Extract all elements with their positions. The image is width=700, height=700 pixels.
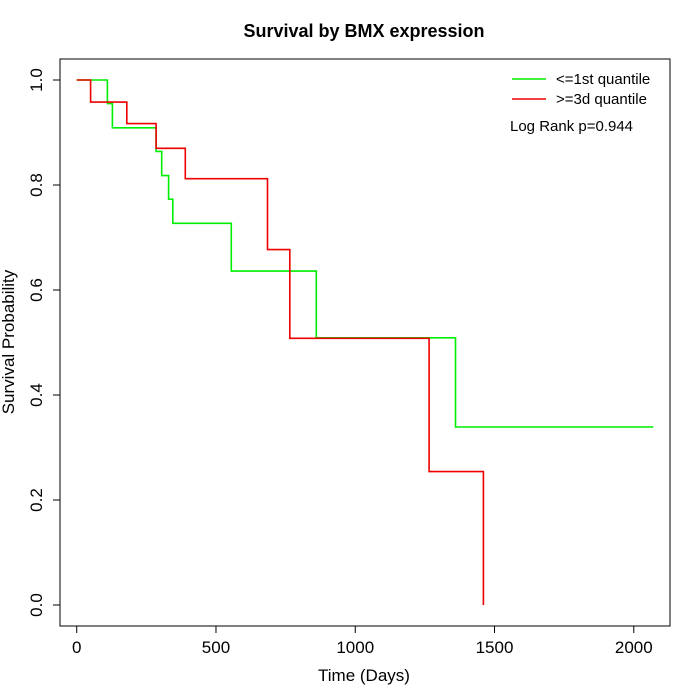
y-tick-label: 0.8 bbox=[27, 173, 46, 197]
legend-label-low: <=1st quantile bbox=[556, 71, 650, 88]
y-tick-label: 0.2 bbox=[27, 488, 46, 512]
y-tick-label: 0.0 bbox=[27, 593, 46, 617]
y-axis-label: Survival Probability bbox=[0, 269, 18, 414]
x-tick-label: 1500 bbox=[476, 638, 514, 657]
km-curve-high-quantile bbox=[76, 79, 485, 605]
x-tick-label: 500 bbox=[202, 638, 230, 657]
km-curve-low-quantile bbox=[76, 79, 654, 428]
log-rank-annotation: Log Rank p=0.944 bbox=[510, 118, 633, 135]
y-tick-label: 1.0 bbox=[27, 68, 46, 92]
x-axis: 0 500 1000 1500 2000 bbox=[72, 625, 653, 657]
legend: <=1st quantile >=3d quantile bbox=[512, 71, 650, 108]
y-tick-label: 0.4 bbox=[27, 383, 46, 407]
plot-frame bbox=[59, 58, 671, 627]
x-tick-label: 0 bbox=[72, 638, 81, 657]
legend-label-high: >=3d quantile bbox=[556, 91, 647, 108]
y-axis: 0.0 0.2 0.4 0.6 0.8 1.0 bbox=[27, 68, 61, 617]
y-tick-label: 0.6 bbox=[27, 278, 46, 302]
x-axis-label: Time (Days) bbox=[318, 666, 410, 685]
series-layer bbox=[76, 79, 654, 605]
x-tick-label: 1000 bbox=[336, 638, 374, 657]
chart-title: Survival by BMX expression bbox=[243, 21, 484, 41]
x-tick-label: 2000 bbox=[615, 638, 653, 657]
